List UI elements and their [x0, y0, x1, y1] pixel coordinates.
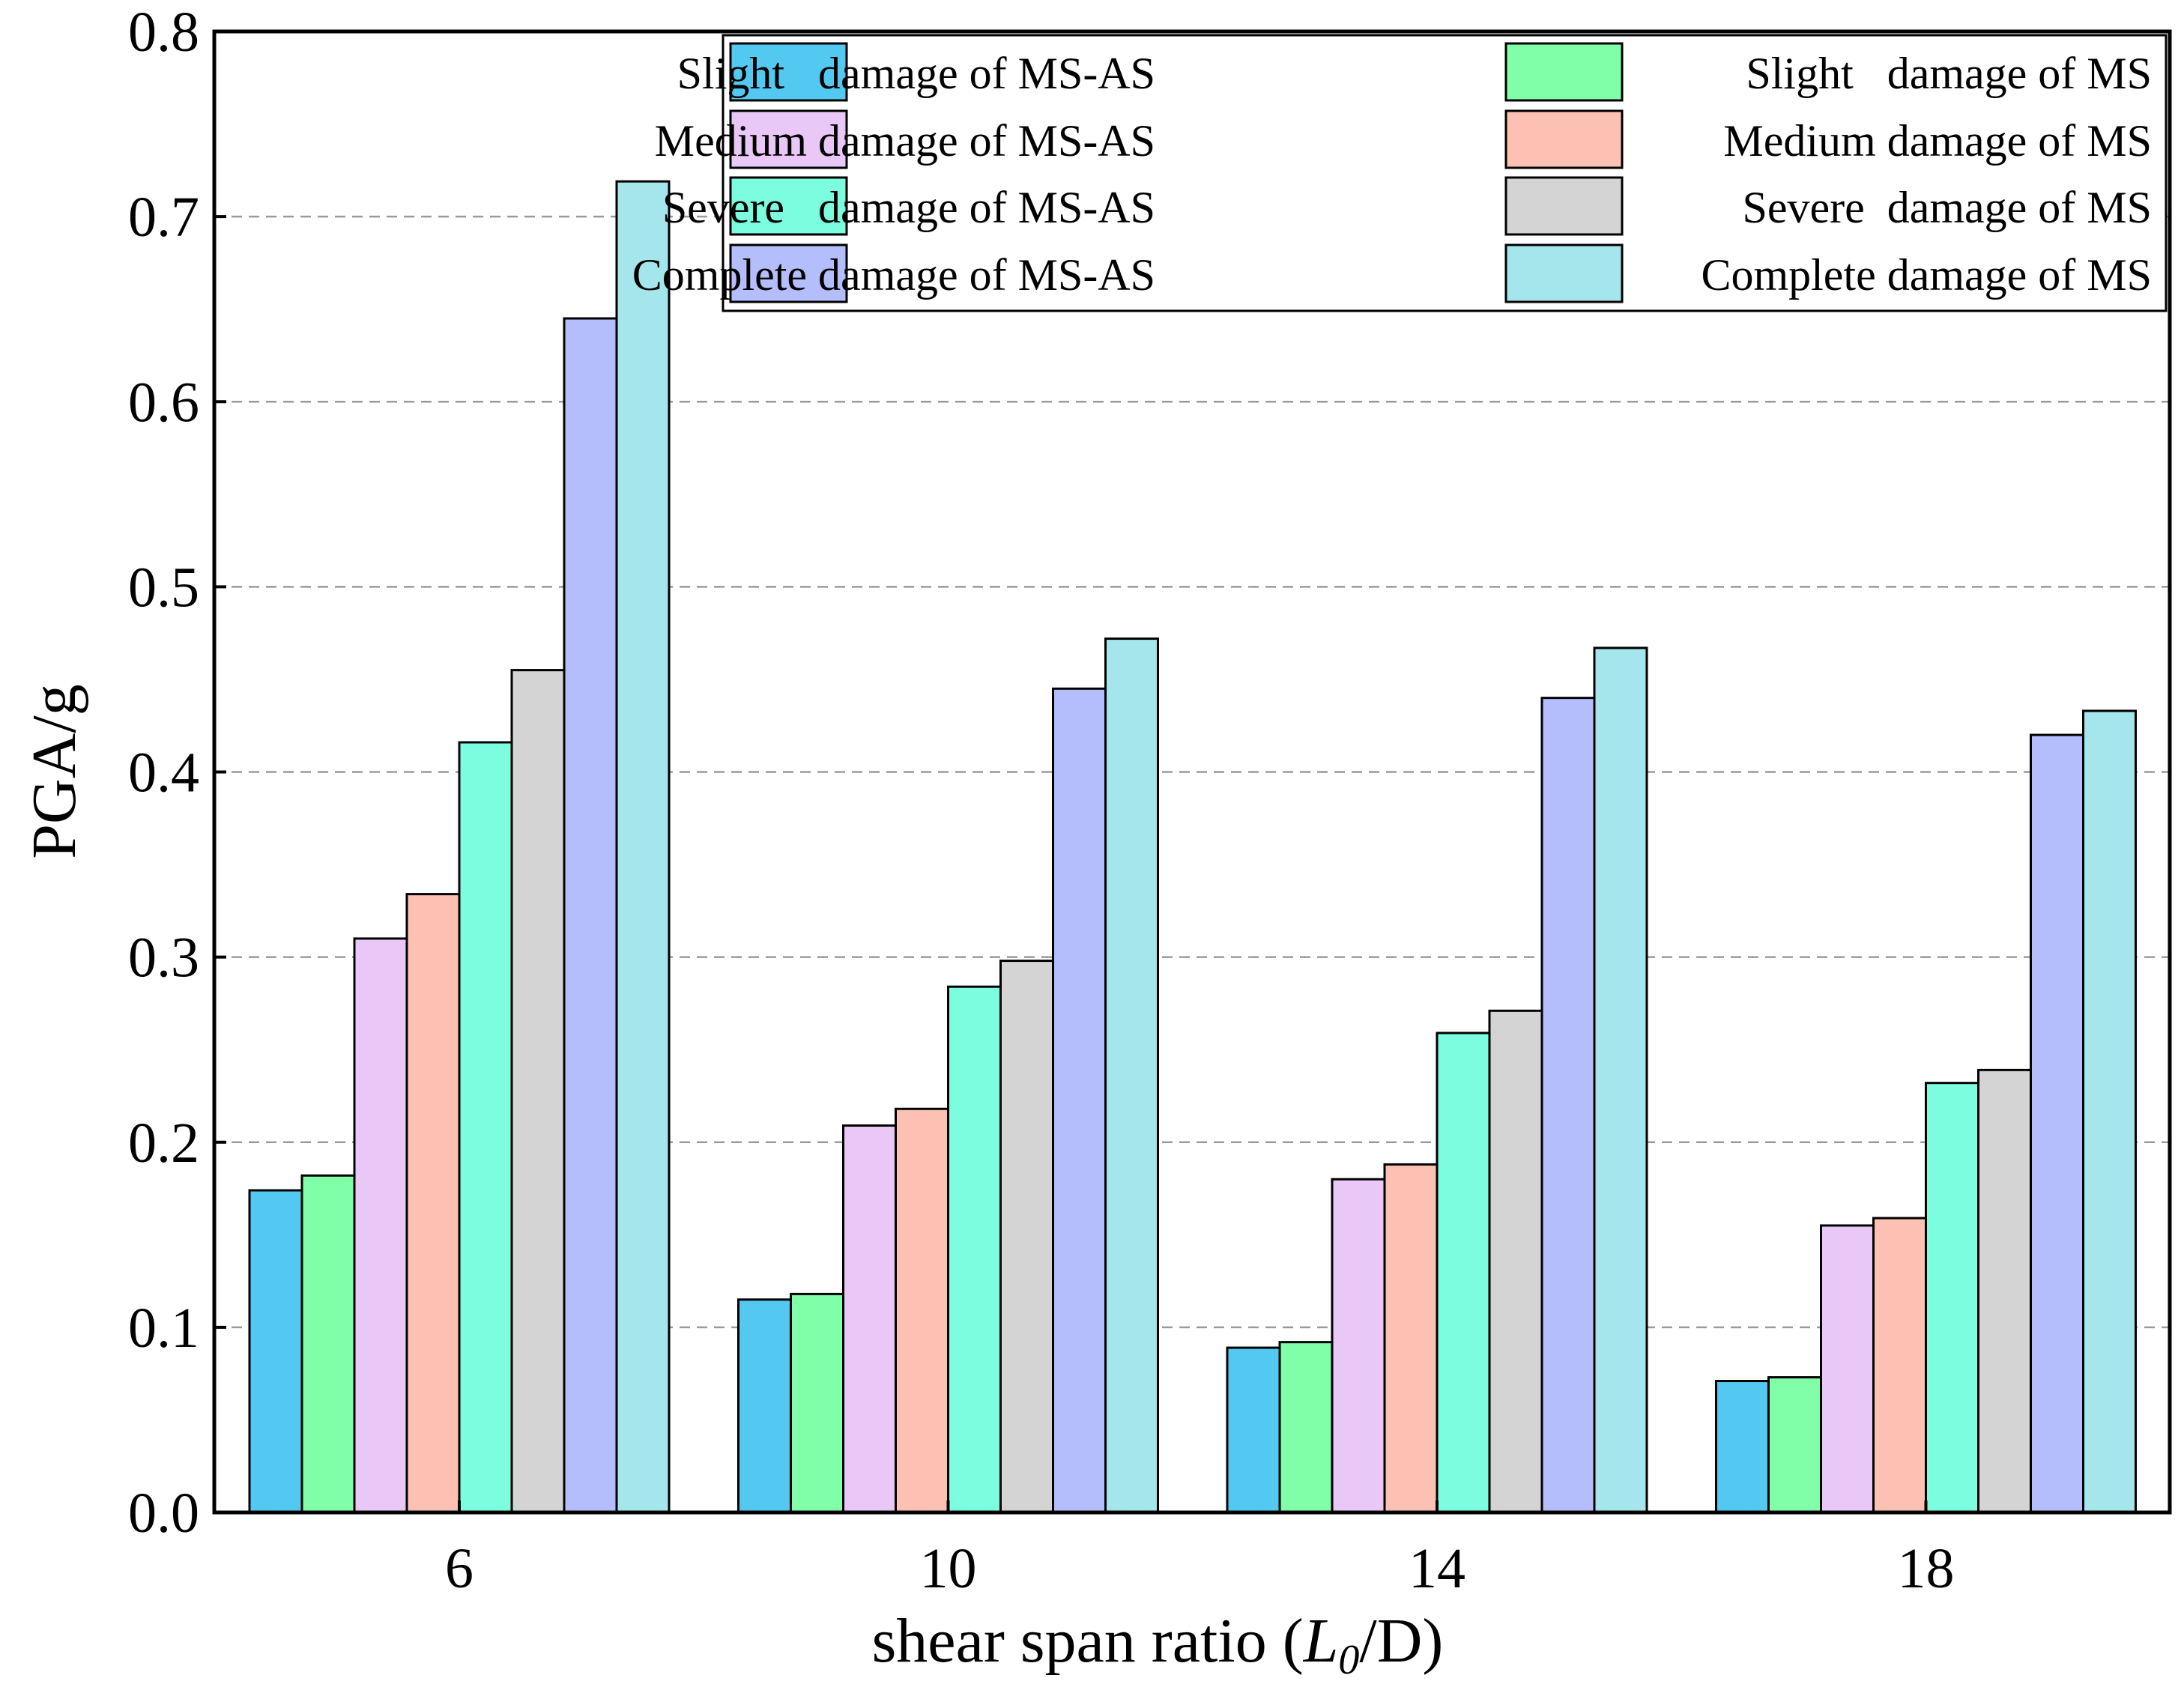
legend-swatch: [1504, 243, 1624, 303]
bar: [1540, 697, 1596, 1514]
bar: [300, 1174, 356, 1514]
bar: [1104, 637, 1159, 1514]
bar: [405, 893, 461, 1514]
legend-label: Complete damage of MS-AS: [632, 250, 1155, 300]
y-tick-label: 0.6: [128, 371, 199, 434]
bar: [1767, 1376, 1822, 1514]
bar: [510, 669, 566, 1514]
legend-label: Severe damage of MS: [1742, 183, 2152, 232]
legend-swatch: [729, 176, 848, 236]
legend-label: Complete damage of MS: [1701, 250, 2152, 300]
y-tick-label: 0.2: [128, 1112, 199, 1175]
x-tick-label: 14: [1409, 1537, 1465, 1600]
x-axis-title: shear span ratio (L0/D): [872, 1606, 1444, 1683]
bar: [1977, 1068, 2032, 1514]
legend-swatch: [729, 109, 848, 169]
x-tick-label: 18: [1898, 1537, 1955, 1600]
y-axis-title: PGA/g: [19, 684, 89, 858]
x-tick-label: 10: [920, 1537, 977, 1600]
legend-frame: [722, 34, 2168, 312]
bar: [1872, 1217, 1927, 1514]
bar: [1488, 1009, 1543, 1514]
bar: [1278, 1341, 1334, 1514]
bar: [947, 985, 1002, 1514]
bar: [1226, 1346, 1281, 1514]
bar: [563, 317, 618, 1514]
bar: [999, 960, 1054, 1514]
bars: [248, 180, 2137, 1514]
x-axis: 6 10 14 18: [445, 1500, 1955, 1600]
legend: Slight damage of MS-AS Slight damage of M…: [632, 34, 2168, 312]
legend-swatch: [729, 243, 848, 303]
bar: [1593, 646, 1648, 1514]
bar: [1052, 687, 1107, 1514]
bar: [790, 1292, 844, 1514]
y-axis: 0.0 0.1 0.2 0.3 0.4 0.5 0.6 0.7 0.8: [128, 1, 226, 1545]
legend-label: Severe damage of MS-AS: [662, 183, 1155, 232]
legend-label: Slight damage of MS-AS: [677, 49, 1155, 98]
legend-label: Medium damage of MS-AS: [655, 116, 1155, 166]
legend-swatch: [1504, 176, 1624, 236]
legend-label: Slight damage of MS: [1746, 49, 2152, 98]
bar: [737, 1298, 792, 1514]
bar: [2030, 733, 2084, 1514]
y-tick-label: 0.3: [128, 927, 199, 990]
bar: [895, 1107, 949, 1514]
legend-label: Medium damage of MS: [1723, 116, 2152, 166]
bar: [615, 180, 671, 1514]
bar: [1436, 1032, 1491, 1514]
bar: [842, 1124, 897, 1514]
y-tick-label: 0.7: [128, 186, 199, 249]
legend-swatch: [1504, 42, 1624, 102]
y-tick-label: 0.4: [128, 742, 199, 805]
y-tick-label: 0.1: [128, 1297, 199, 1360]
bar: [1383, 1163, 1439, 1514]
bar: [248, 1189, 303, 1514]
bar: [458, 741, 513, 1514]
bar: [1331, 1178, 1386, 1514]
bar: [1925, 1082, 1979, 1514]
legend-swatch: [1504, 109, 1624, 169]
y-tick-label: 0.8: [128, 1, 199, 64]
legend-swatch: [729, 42, 848, 102]
y-tick-label: 0.0: [128, 1482, 199, 1545]
bar: [1715, 1380, 1770, 1514]
bar: [1820, 1224, 1875, 1514]
bar: [2082, 709, 2137, 1514]
x-tick-label: 6: [445, 1537, 474, 1600]
bar: [353, 937, 408, 1514]
y-tick-label: 0.5: [128, 556, 199, 619]
